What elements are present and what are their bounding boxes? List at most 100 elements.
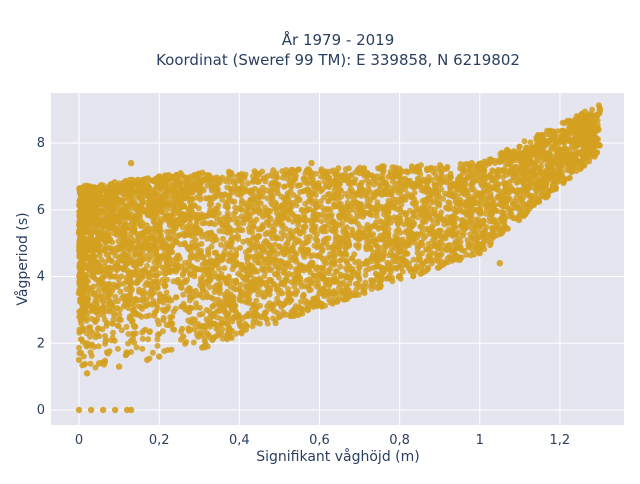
scatter-point: [164, 290, 170, 296]
scatter-point: [246, 292, 252, 298]
scatter-point: [202, 336, 208, 342]
scatter-point: [125, 331, 131, 337]
scatter-point: [426, 241, 432, 247]
scatter-point: [330, 260, 336, 266]
scatter-point: [183, 339, 189, 345]
scatter-point: [110, 320, 116, 326]
scatter-point: [368, 277, 374, 283]
scatter-point: [258, 289, 264, 295]
scatter-point: [355, 245, 361, 251]
scatter-point: [596, 142, 602, 148]
scatter-point: [514, 190, 520, 196]
scatter-point: [288, 170, 294, 176]
scatter-point: [335, 165, 341, 171]
scatter-point: [434, 242, 440, 248]
scatter-point: [212, 321, 218, 327]
scatter-point: [176, 253, 182, 259]
scatter-point: [370, 194, 376, 200]
scatter-point: [329, 212, 335, 218]
scatter-point: [108, 337, 114, 343]
scatter-point: [428, 206, 434, 212]
scatter-point: [299, 207, 305, 213]
scatter-point: [334, 299, 340, 305]
scatter-point: [474, 173, 480, 179]
scatter-point: [180, 292, 186, 298]
scatter-point: [83, 211, 89, 217]
scatter-point: [235, 236, 241, 242]
scatter-point: [303, 301, 309, 307]
scatter-point: [271, 180, 277, 186]
scatter-point: [288, 312, 294, 318]
scatter-point: [140, 241, 146, 247]
scatter-point: [278, 236, 284, 242]
scatter-point: [254, 320, 260, 326]
scatter-point: [210, 336, 216, 342]
scatter-point: [156, 184, 162, 190]
scatter-point: [292, 276, 298, 282]
scatter-point: [319, 243, 325, 249]
scatter-point: [397, 179, 403, 185]
scatter-point: [128, 338, 134, 344]
scatter-point: [416, 243, 422, 249]
scatter-point: [578, 165, 584, 171]
scatter-point: [378, 176, 384, 182]
scatter-point: [137, 297, 143, 303]
scatter-point: [325, 206, 331, 212]
scatter-point: [482, 177, 488, 183]
scatter-point: [76, 222, 82, 228]
scatter-point: [142, 282, 148, 288]
scatter-point: [314, 264, 320, 270]
scatter-point: [204, 330, 210, 336]
scatter-point: [175, 217, 181, 223]
scatter-point: [199, 241, 205, 247]
scatter-point: [174, 294, 180, 300]
scatter-point: [321, 285, 327, 291]
scatter-point: [483, 183, 489, 189]
scatter-point: [100, 304, 106, 310]
scatter-point: [231, 211, 237, 217]
scatter-point: [267, 242, 273, 248]
scatter-point: [248, 187, 254, 193]
scatter-point: [370, 231, 376, 237]
scatter-point: [84, 289, 90, 295]
scatter-point: [378, 266, 384, 272]
scatter-point: [395, 172, 401, 178]
scatter-point: [259, 247, 265, 253]
scatter-point: [182, 266, 188, 272]
scatter-point: [526, 185, 532, 191]
scatter-point: [182, 232, 188, 238]
scatter-point: [476, 220, 482, 226]
scatter-point: [105, 294, 111, 300]
scatter-point: [139, 346, 145, 352]
scatter-point: [557, 170, 563, 176]
scatter-point: [296, 167, 302, 173]
scatter-point: [415, 250, 421, 256]
scatter-point: [378, 233, 384, 239]
scatter-point: [219, 326, 225, 332]
scatter-point: [193, 186, 199, 192]
scatter-point: [87, 255, 93, 261]
scatter-point: [166, 236, 172, 242]
scatter-point: [106, 284, 112, 290]
scatter-point: [230, 294, 236, 300]
scatter-point: [403, 212, 409, 218]
scatter-point: [195, 256, 201, 262]
scatter-point: [238, 266, 244, 272]
scatter-point: [219, 223, 225, 229]
scatter-point: [100, 312, 106, 318]
scatter-point: [88, 349, 94, 355]
scatter-point: [364, 261, 370, 267]
scatter-point: [258, 226, 264, 232]
scatter-point: [318, 254, 324, 260]
scatter-point: [155, 318, 161, 324]
scatter-point: [121, 265, 127, 271]
scatter-point: [107, 309, 113, 315]
scatter-point: [468, 225, 474, 231]
scatter-point: [443, 243, 449, 249]
scatter-point: [399, 193, 405, 199]
scatter-point: [90, 243, 96, 249]
scatter-point: [118, 207, 124, 213]
scatter-point: [197, 291, 203, 297]
scatter-point: [543, 195, 549, 201]
